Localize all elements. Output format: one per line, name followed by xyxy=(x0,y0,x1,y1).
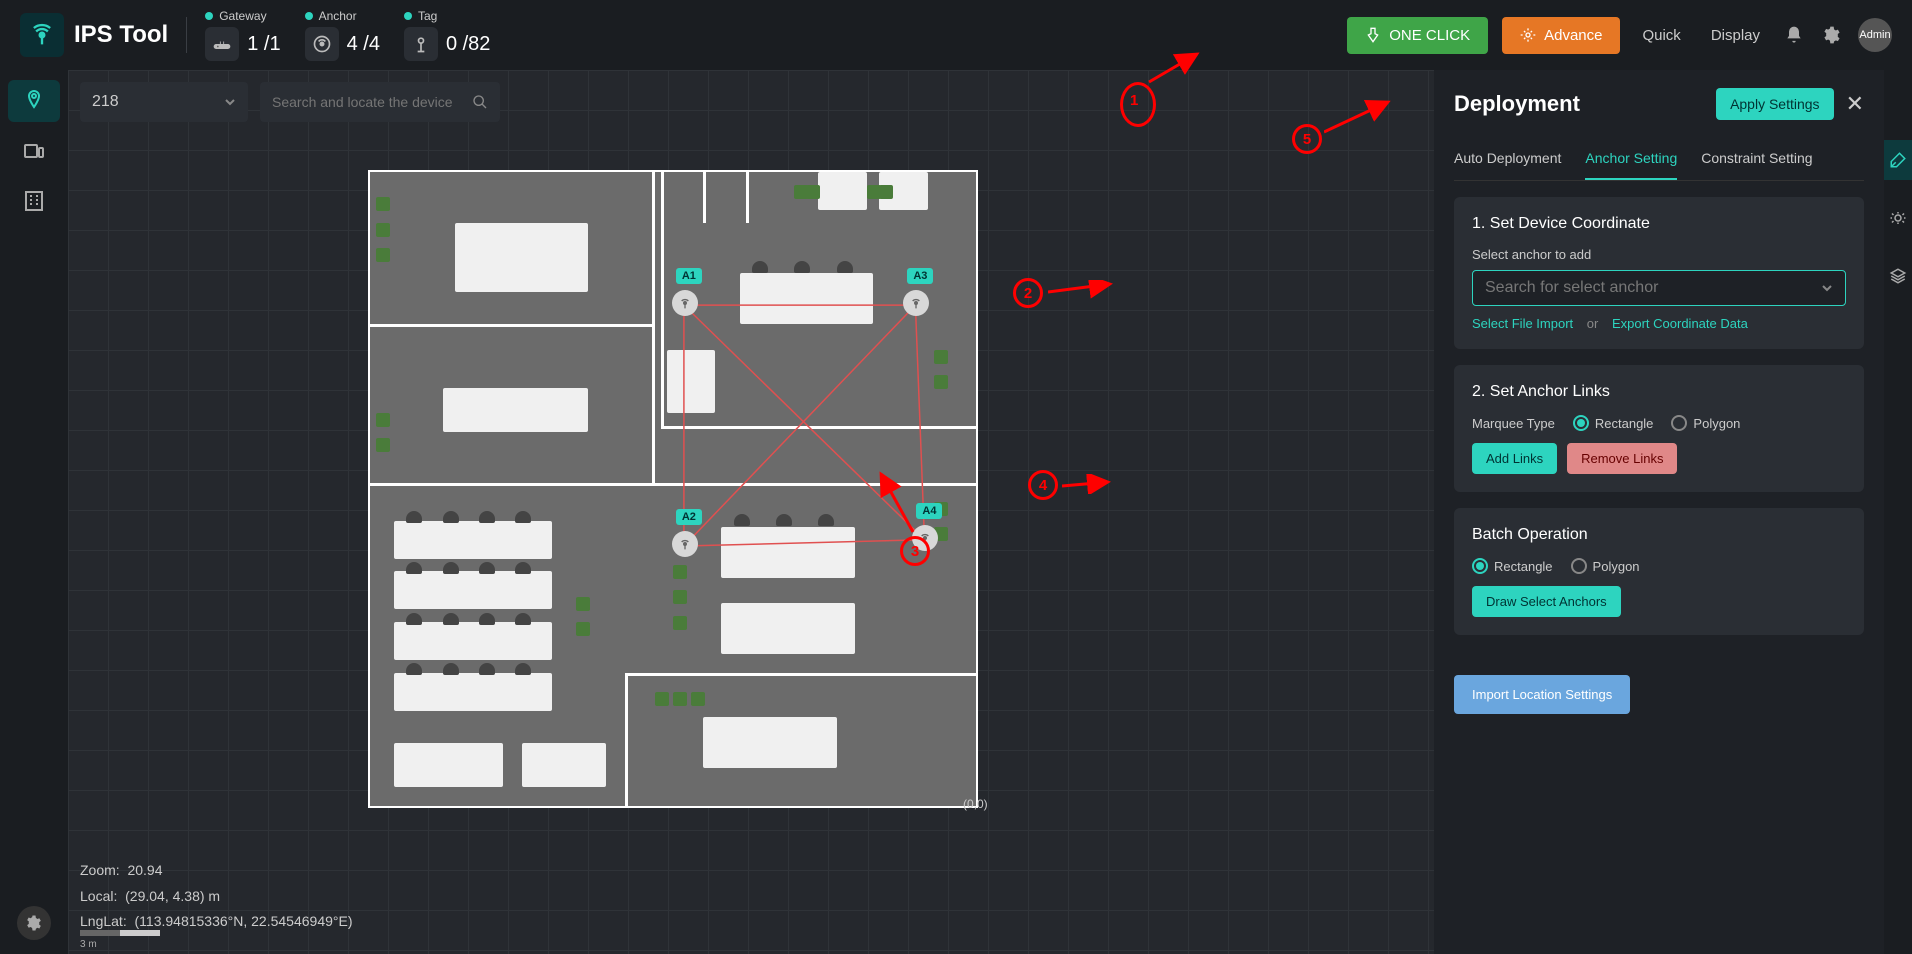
map-canvas[interactable]: 218 xyxy=(68,70,1434,954)
sidebar-map-icon[interactable] xyxy=(8,80,60,122)
right-toolbar xyxy=(1884,70,1912,954)
device-stats: Gateway 1 /1 Anchor 4 /4 Tag 0 /82 xyxy=(205,9,490,61)
panel-title: Deployment xyxy=(1454,91,1580,117)
chevron-down-icon xyxy=(1821,282,1833,294)
advance-button[interactable]: Advance xyxy=(1502,17,1620,54)
nav-display[interactable]: Display xyxy=(1703,27,1768,44)
anchor-count: 4 /4 xyxy=(347,33,380,56)
tab-anchor-setting[interactable]: Anchor Setting xyxy=(1585,138,1677,180)
radio-rectangle[interactable]: Rectangle xyxy=(1573,415,1654,431)
origin-label: (0,0) xyxy=(963,797,988,811)
export-coord-link[interactable]: Export Coordinate Data xyxy=(1612,316,1748,331)
annotation-3: 3 xyxy=(900,536,930,566)
logo-icon xyxy=(20,13,64,57)
tab-constraint-setting[interactable]: Constraint Setting xyxy=(1701,138,1812,180)
floor-dropdown[interactable]: 218 xyxy=(80,82,248,122)
scale-label: 3 m xyxy=(80,939,97,950)
batch-radio-polygon[interactable]: Polygon xyxy=(1571,558,1640,574)
sidebar-devices-icon[interactable] xyxy=(8,130,60,172)
notification-icon[interactable] xyxy=(1782,23,1806,47)
section-batch-operation: Batch Operation Rectangle Polygon Draw S… xyxy=(1454,508,1864,635)
anchor-label-A3: A3 xyxy=(907,268,933,284)
anchor-label: Anchor xyxy=(319,9,357,23)
anchor-label-A2: A2 xyxy=(676,509,702,525)
annotation-1: 1 xyxy=(1130,92,1138,109)
annotation-5: 5 xyxy=(1292,124,1322,154)
deployment-panel: Deployment Apply Settings ✕ Auto Deploym… xyxy=(1434,70,1884,954)
anchor-icon xyxy=(305,27,339,61)
app-name: IPS Tool xyxy=(74,21,168,49)
search-icon xyxy=(472,94,488,110)
annotation-4: 4 xyxy=(1028,470,1058,500)
gateway-icon xyxy=(205,27,239,61)
one-click-button[interactable]: ONE CLICK xyxy=(1347,17,1488,54)
topbar: IPS Tool Gateway 1 /1 Anchor 4 /4 Tag 0 … xyxy=(0,0,1912,70)
tab-auto-deployment[interactable]: Auto Deployment xyxy=(1454,138,1561,180)
search-input[interactable] xyxy=(272,94,464,110)
file-import-link[interactable]: Select File Import xyxy=(1472,316,1573,331)
coordinate-info: Zoom: 20.94 Local: (29.04, 4.38) m LngLa… xyxy=(80,858,353,934)
sidebar-settings-icon[interactable] xyxy=(17,906,51,940)
user-avatar[interactable]: Admin xyxy=(1858,18,1892,52)
tool-debug-icon[interactable] xyxy=(1884,198,1912,238)
panel-tabs: Auto Deployment Anchor Setting Constrain… xyxy=(1454,138,1864,181)
tag-label: Tag xyxy=(418,9,437,23)
import-location-button[interactable]: Import Location Settings xyxy=(1454,675,1630,714)
annotation-2: 2 xyxy=(1013,278,1043,308)
left-sidebar xyxy=(0,70,68,954)
remove-links-button[interactable]: Remove Links xyxy=(1567,443,1677,474)
tag-icon xyxy=(404,27,438,61)
radio-polygon[interactable]: Polygon xyxy=(1671,415,1740,431)
section-device-coordinate: 1. Set Device Coordinate Select anchor t… xyxy=(1454,197,1864,349)
draw-select-anchors-button[interactable]: Draw Select Anchors xyxy=(1472,586,1621,617)
nav-quick[interactable]: Quick xyxy=(1634,27,1688,44)
tag-count: 0 /82 xyxy=(446,33,490,56)
batch-radio-rectangle[interactable]: Rectangle xyxy=(1472,558,1553,574)
gateway-label: Gateway xyxy=(219,9,266,23)
tool-deploy-icon[interactable] xyxy=(1884,140,1912,180)
chevron-down-icon xyxy=(224,96,236,108)
tool-layers-icon[interactable] xyxy=(1884,256,1912,296)
anchor-select-input[interactable]: Search for select anchor xyxy=(1472,270,1846,306)
anchor-label-A1: A1 xyxy=(676,268,702,284)
settings-icon[interactable] xyxy=(1820,23,1844,47)
logo: IPS Tool xyxy=(20,13,168,57)
close-panel-icon[interactable]: ✕ xyxy=(1846,91,1864,117)
sidebar-building-icon[interactable] xyxy=(8,180,60,222)
gateway-count: 1 /1 xyxy=(247,33,280,56)
section-anchor-links: 2. Set Anchor Links Marquee Type Rectang… xyxy=(1454,365,1864,492)
scale-bar xyxy=(80,930,160,936)
add-links-button[interactable]: Add Links xyxy=(1472,443,1557,474)
apply-settings-button[interactable]: Apply Settings xyxy=(1716,88,1834,120)
device-search[interactable] xyxy=(260,82,500,122)
